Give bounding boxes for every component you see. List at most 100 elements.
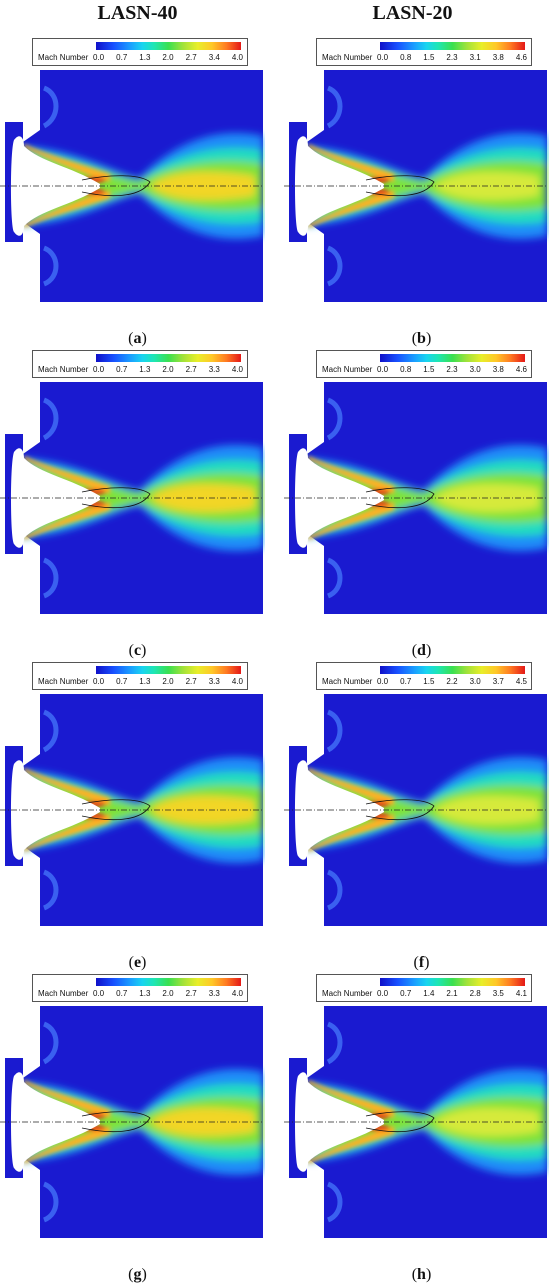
colorbar-title: Mach Number: [322, 989, 373, 998]
colorbar-tick-label: 2.7: [185, 989, 197, 998]
colorbar-ticks: 0.0 0.8 1.5 2.3 3.1 3.8 4.6: [377, 53, 527, 62]
colorbar-tick-label: 0.0: [377, 989, 389, 998]
mach-contour-plot: [284, 1006, 547, 1238]
colorbar-tick-label: 4.1: [515, 989, 527, 998]
panel-caption: (f): [413, 954, 430, 971]
mach-contour-plot: [0, 70, 263, 302]
panel-caption: (g): [128, 1266, 147, 1283]
colorbar-ticks: 0.0 0.7 1.3 2.0 2.7 3.4 4.0: [93, 53, 243, 62]
colorbar-tick-label: 4.0: [231, 677, 243, 686]
figure-panel-d: Mach Number 0.0 0.8 1.5 2.3 3.0 3.8 4.6 (d): [284, 346, 550, 664]
colorbar-legend: Mach Number 0.0 0.7 1.4 2.1 2.8 3.5 4.1: [316, 974, 532, 1002]
colorbar-tick-label: 1.5: [423, 677, 435, 686]
panel-letter: f: [418, 954, 425, 971]
panel-caption: (c): [128, 642, 147, 659]
colorbar-tick-label: 1.3: [139, 53, 151, 62]
colorbar-tick-label: 3.1: [469, 53, 481, 62]
colorbar-title: Mach Number: [322, 677, 373, 686]
colorbar-tick-label: 1.4: [423, 989, 435, 998]
colorbar-ticks: 0.0 0.7 1.3 2.0 2.7 3.3 4.0: [93, 677, 243, 686]
colorbar-ticks: 0.0 0.7 1.5 2.2 3.0 3.7 4.5: [377, 677, 527, 686]
mach-contour-plot: [0, 694, 263, 926]
colorbar-tick-label: 0.0: [377, 53, 389, 62]
colorbar-tick-label: 0.7: [400, 989, 412, 998]
colorbar-tick-label: 2.3: [446, 53, 458, 62]
colorbar-ticks: 0.0 0.7 1.3 2.0 2.7 3.3 4.0: [93, 989, 243, 998]
colorbar-gradient: [96, 666, 241, 674]
colorbar-tick-label: 1.3: [139, 989, 151, 998]
flow-field: [0, 694, 265, 940]
flow-field: [284, 70, 549, 316]
colorbar-tick-label: 2.0: [162, 365, 174, 374]
colorbar-tick-label: 0.0: [93, 677, 105, 686]
colorbar-tick-label: 3.0: [469, 677, 481, 686]
figure-panel-h: Mach Number 0.0 0.7 1.4 2.1 2.8 3.5 4.1 (h): [284, 970, 550, 1288]
panel-letter: g: [133, 1266, 142, 1283]
mach-contour-plot: [0, 1006, 263, 1238]
colorbar-title: Mach Number: [322, 365, 373, 374]
mach-contour-plot: [0, 382, 263, 614]
figure-panel-b: Mach Number 0.0 0.8 1.5 2.3 3.1 3.8 4.6 (b): [284, 34, 550, 352]
colorbar-tick-label: 3.3: [208, 365, 220, 374]
colorbar-tick-label: 3.3: [208, 989, 220, 998]
colorbar-legend: Mach Number 0.0 0.7 1.3 2.0 2.7 3.3 4.0: [32, 350, 248, 378]
column-header-lasn-40: LASN-40: [97, 2, 178, 24]
colorbar-legend: Mach Number 0.0 0.7 1.3 2.0 2.7 3.3 4.0: [32, 662, 248, 690]
colorbar-tick-label: 4.5: [515, 677, 527, 686]
colorbar-tick-label: 2.7: [185, 53, 197, 62]
colorbar-tick-label: 0.0: [93, 53, 105, 62]
colorbar-tick-label: 2.0: [162, 53, 174, 62]
colorbar-legend: Mach Number 0.0 0.7 1.5 2.2 3.0 3.7 4.5: [316, 662, 532, 690]
colorbar-tick-label: 0.7: [116, 365, 128, 374]
colorbar-tick-label: 4.0: [231, 365, 243, 374]
flow-field: [0, 1006, 265, 1252]
flow-field: [0, 70, 265, 316]
colorbar-tick-label: 3.7: [492, 677, 504, 686]
colorbar-tick-label: 3.8: [492, 365, 504, 374]
colorbar-tick-label: 1.5: [423, 53, 435, 62]
panel-letter: d: [417, 642, 426, 659]
flow-field: [284, 382, 549, 628]
colorbar-tick-label: 1.3: [139, 365, 151, 374]
colorbar-tick-label: 4.6: [515, 53, 527, 62]
colorbar-title: Mach Number: [38, 365, 89, 374]
figure-panel-a: Mach Number 0.0 0.7 1.3 2.0 2.7 3.4 4.0 (a): [0, 34, 275, 352]
colorbar-tick-label: 3.5: [492, 989, 504, 998]
colorbar-gradient: [96, 978, 241, 986]
mach-contour-plot: [284, 382, 547, 614]
column-header-lasn-20: LASN-20: [372, 2, 453, 24]
colorbar-legend: Mach Number 0.0 0.8 1.5 2.3 3.1 3.8 4.6: [316, 38, 532, 66]
colorbar-ticks: 0.0 0.8 1.5 2.3 3.0 3.8 4.6: [377, 365, 527, 374]
colorbar-title: Mach Number: [322, 53, 373, 62]
mach-contour-plot: [284, 70, 547, 302]
flow-field: [284, 1006, 549, 1252]
colorbar-tick-label: 0.7: [116, 989, 128, 998]
colorbar-tick-label: 2.3: [446, 365, 458, 374]
colorbar-tick-label: 2.7: [185, 677, 197, 686]
colorbar-tick-label: 0.0: [93, 989, 105, 998]
colorbar-gradient: [380, 978, 525, 986]
colorbar-tick-label: 2.0: [162, 677, 174, 686]
colorbar-legend: Mach Number 0.0 0.7 1.3 2.0 2.7 3.3 4.0: [32, 974, 248, 1002]
panel-letter: h: [417, 1266, 426, 1283]
panel-caption: (a): [128, 330, 147, 347]
figure-panel-g: Mach Number 0.0 0.7 1.3 2.0 2.7 3.3 4.0 (g): [0, 970, 275, 1288]
colorbar-tick-label: 2.7: [185, 365, 197, 374]
colorbar-tick-label: 3.0: [469, 365, 481, 374]
colorbar-tick-label: 3.4: [208, 53, 220, 62]
panel-letter: e: [133, 954, 142, 971]
colorbar-legend: Mach Number 0.0 0.7 1.3 2.0 2.7 3.4 4.0: [32, 38, 248, 66]
figure-panel-f: Mach Number 0.0 0.7 1.5 2.2 3.0 3.7 4.5 (f): [284, 658, 550, 976]
colorbar-gradient: [380, 42, 525, 50]
colorbar-gradient: [96, 42, 241, 50]
panel-letter: b: [417, 330, 426, 347]
colorbar-gradient: [380, 666, 525, 674]
colorbar-legend: Mach Number 0.0 0.8 1.5 2.3 3.0 3.8 4.6: [316, 350, 532, 378]
colorbar-tick-label: 0.0: [377, 677, 389, 686]
flow-field: [284, 694, 549, 940]
colorbar-title: Mach Number: [38, 989, 89, 998]
colorbar-tick-label: 1.5: [423, 365, 435, 374]
colorbar-tick-label: 0.7: [400, 677, 412, 686]
colorbar-tick-label: 0.8: [400, 53, 412, 62]
colorbar-tick-label: 4.0: [231, 53, 243, 62]
